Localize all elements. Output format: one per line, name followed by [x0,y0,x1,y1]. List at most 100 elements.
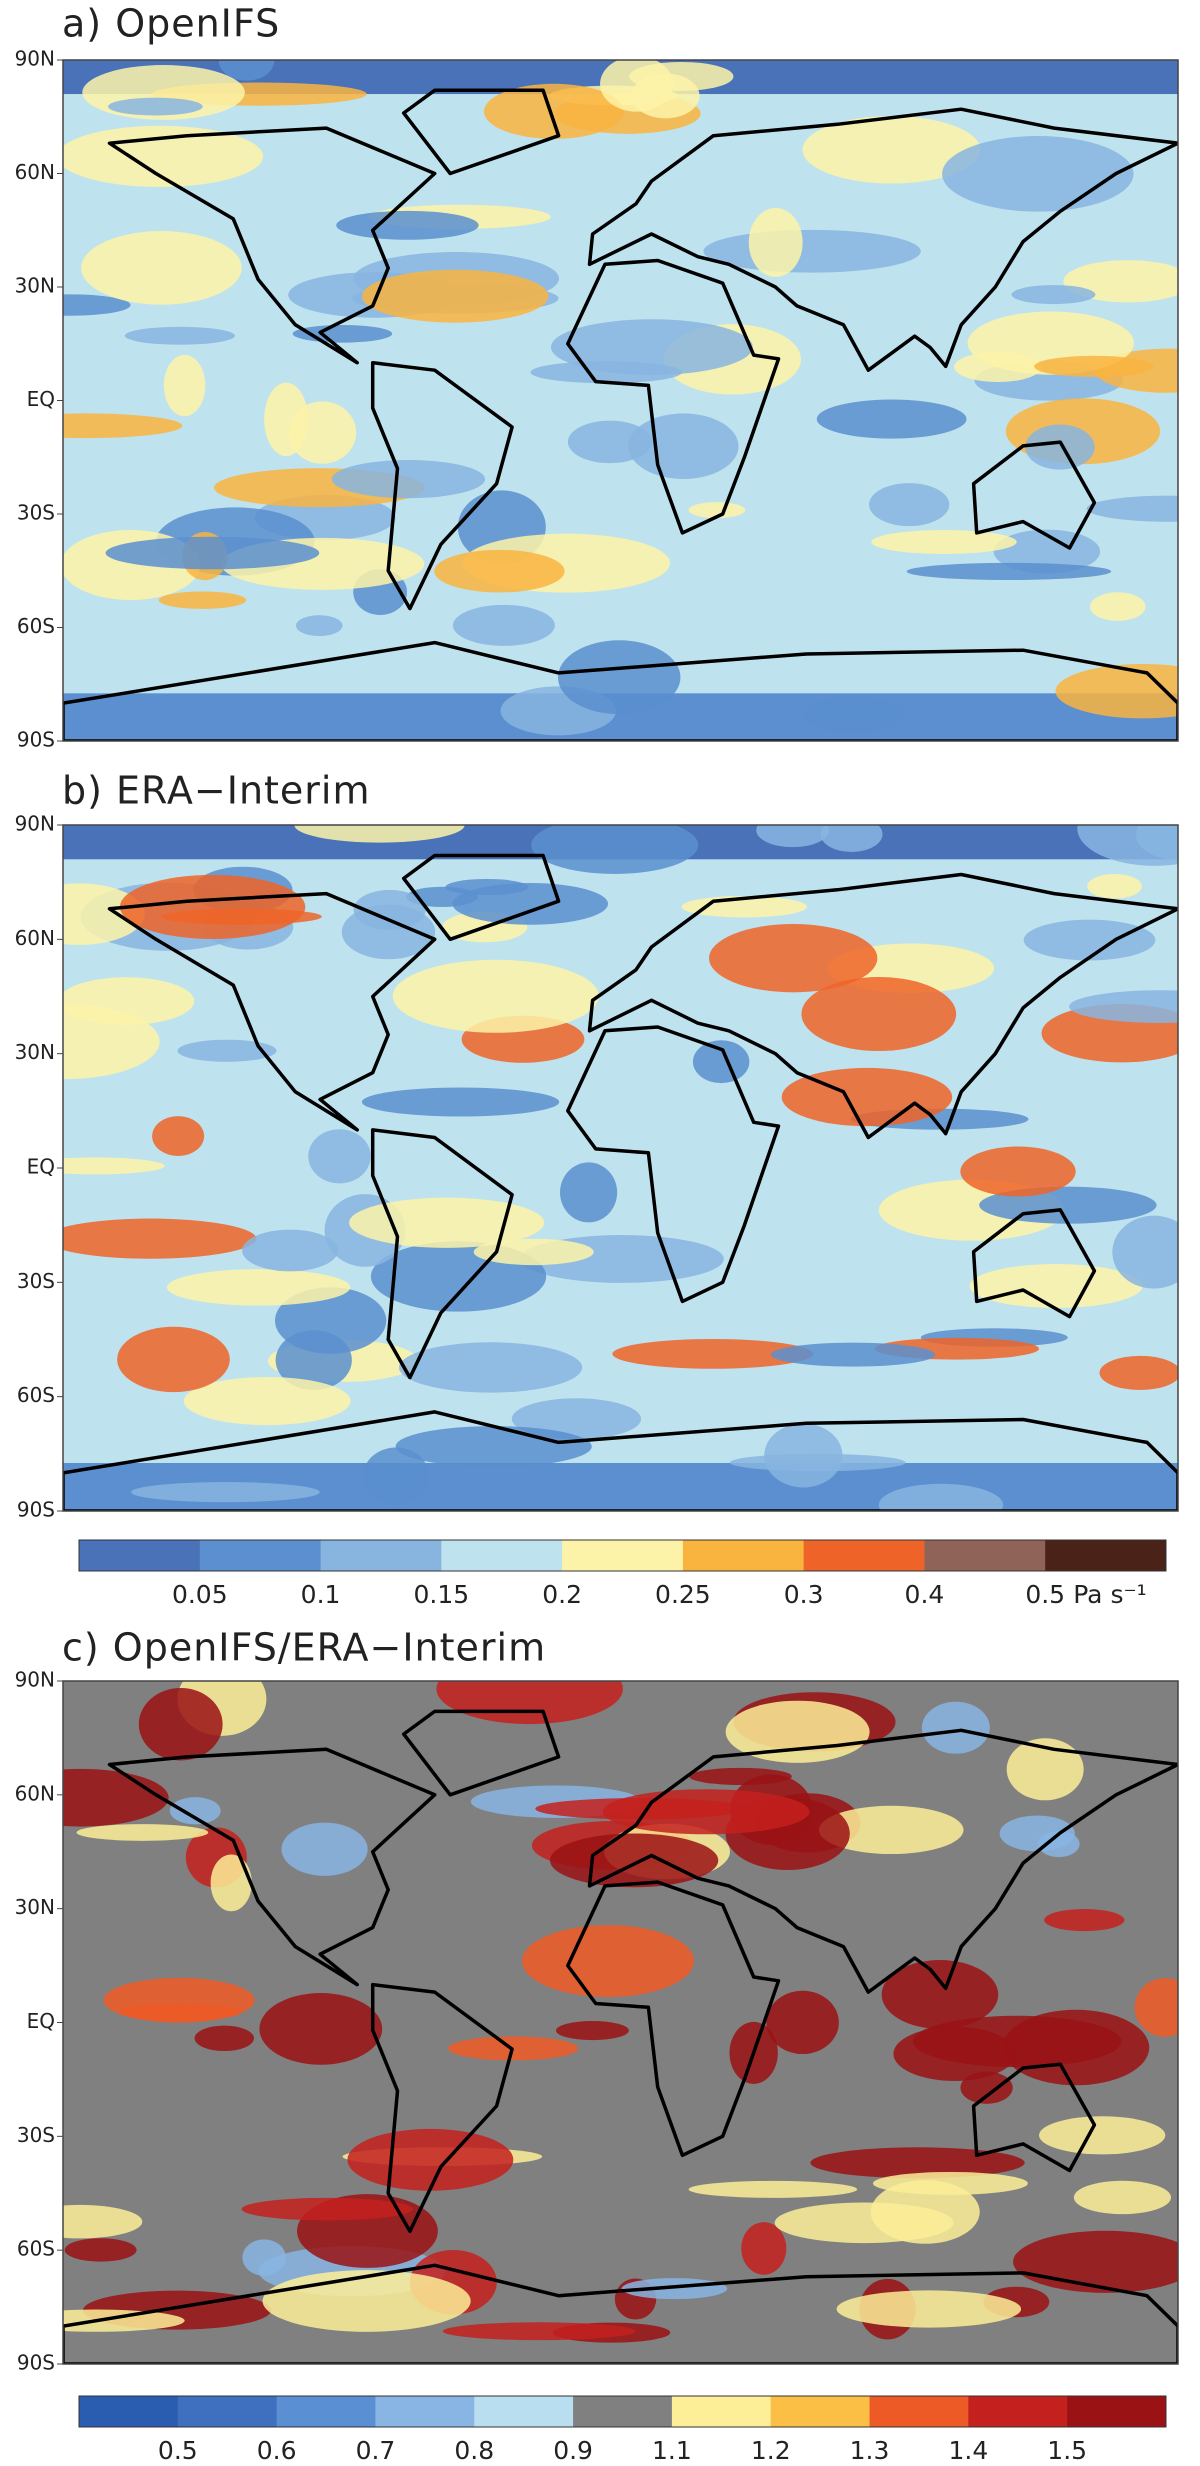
field-blob [631,73,700,119]
lat-label: 30S [17,2123,55,2147]
coastline [63,1410,1178,1511]
field-blob [960,1146,1076,1197]
field-blob [869,483,950,527]
field-blob [1099,1355,1178,1390]
colorbar-label: 1.4 [948,2436,988,2465]
field-blob [242,1229,339,1272]
lat-label: 30S [17,501,55,525]
field-blob [138,1687,223,1761]
field-blob [166,1269,351,1306]
colorbar-swatch [177,2396,278,2427]
field-blob [708,924,878,993]
field-blob [63,294,131,316]
colorbar-label: 0.15 [413,1580,469,1609]
field-blob [969,1264,1143,1308]
coastline [971,440,1097,550]
field-blob [361,269,549,323]
field-blob [1038,1830,1080,1858]
field-blob [341,904,436,960]
field-blob [63,413,183,439]
field-blob [336,210,479,240]
lat-label: 90S [17,2351,55,2375]
lat-label: EQ [27,1155,55,1179]
map-field [63,825,1178,1511]
field-blob [434,549,565,593]
colorbar-label: 1.1 [652,2436,692,2465]
lat-label: 90N [15,1668,55,1692]
colorbar-label: 1.2 [751,2436,791,2465]
colorbar-swatch [1067,2396,1167,2427]
field-blob [131,1482,320,1503]
colorbar-swatch [573,2396,673,2427]
coastline [63,640,1178,741]
field-blob [820,825,883,852]
field-blob [531,825,699,874]
colorbar-label: 0.2 [542,1580,582,1609]
map-field [63,1681,1178,2364]
field-blob [521,1925,695,1997]
field-blob [259,1993,383,2065]
field-blob [872,2171,1028,2195]
coastline [401,88,561,176]
field-blob [158,591,247,609]
field-blob [774,2202,954,2244]
field-blob [194,2025,254,2052]
colorbar-label: 1.3 [850,2436,890,2465]
lat-label: 60S [17,1383,55,1407]
panel-title: c) OpenIFS/ERA−Interim [62,1626,546,1670]
panel-title: b) ERA−Interim [62,769,371,813]
field-blob [347,2128,514,2191]
field-blob [688,2180,858,2198]
colorbar-swatch [803,1540,925,1571]
field-blob [395,1426,592,1467]
field-blob [241,2197,414,2221]
colorbar-swatch [671,2396,772,2427]
field-blob [152,1116,205,1156]
colorbar-frame [78,2395,1167,2428]
lat-label: 30S [17,1269,55,1293]
field-blob [1034,355,1154,377]
field-blob [1090,592,1146,621]
field-blob [117,1326,230,1393]
field-blob [628,413,739,480]
colorbar-label: 0.5 [158,2436,198,2465]
coastline [971,1208,1097,1319]
colorbar-swatch [562,1540,684,1571]
field-blob [1112,1215,1178,1289]
field-blob [549,1833,719,1888]
field-blob [262,2270,471,2332]
field-blob [210,1854,252,1912]
field-blob [63,1768,169,1827]
coastline [566,258,781,535]
field-blob [163,354,206,417]
field-blob [810,2147,1025,2179]
field-blob [264,382,309,457]
colorbar-swatch [770,2396,871,2427]
field-blob [1073,2180,1172,2215]
field-blob [274,1287,387,1354]
field-blob [1086,495,1178,522]
colorbar-label: 0.7 [356,2436,396,2465]
field-blob [331,460,486,499]
field-blob [893,2026,1016,2081]
field-blob [818,1805,964,1855]
field-blob [308,1129,371,1184]
field-blob [294,825,465,843]
field-blob [398,1342,583,1393]
coastline [587,872,1178,1140]
field-blob [436,1681,623,1725]
colorbar-label: 0.4 [905,1580,945,1609]
field-blob [452,882,609,925]
field-blob [363,1447,430,1505]
field-blob [1069,990,1178,1023]
field-blob [878,1483,1004,1511]
field-blob [63,2204,143,2239]
lat-label: 90S [17,728,55,752]
field-blob [802,116,981,184]
colorbar-unit: Pa s⁻¹ [1073,1580,1146,1609]
lat-label: EQ [27,387,55,411]
field-blob [816,399,967,439]
map-field [63,60,1178,741]
field-blob [756,825,830,848]
